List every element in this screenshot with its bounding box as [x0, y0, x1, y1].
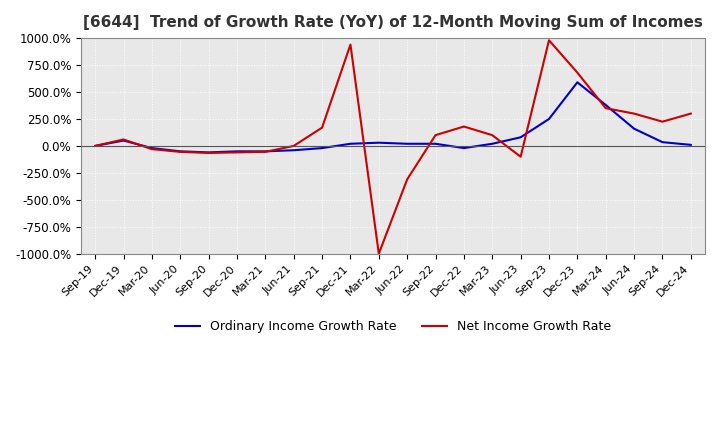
Ordinary Income Growth Rate	[601, 103, 610, 108]
Net Income Growth Rate	[544, 38, 553, 43]
Net Income Growth Rate	[488, 132, 497, 138]
Ordinary Income Growth Rate	[374, 140, 383, 145]
Line: Net Income Growth Rate: Net Income Growth Rate	[95, 40, 690, 254]
Ordinary Income Growth Rate	[91, 143, 99, 149]
Ordinary Income Growth Rate	[431, 141, 440, 147]
Ordinary Income Growth Rate	[318, 146, 326, 151]
Net Income Growth Rate	[346, 42, 355, 47]
Net Income Growth Rate	[601, 106, 610, 111]
Ordinary Income Growth Rate	[204, 150, 213, 155]
Net Income Growth Rate	[176, 149, 184, 154]
Net Income Growth Rate	[573, 70, 582, 75]
Ordinary Income Growth Rate	[120, 138, 128, 143]
Ordinary Income Growth Rate	[488, 141, 497, 147]
Net Income Growth Rate	[658, 119, 667, 125]
Ordinary Income Growth Rate	[630, 126, 639, 131]
Ordinary Income Growth Rate	[289, 147, 298, 153]
Ordinary Income Growth Rate	[573, 80, 582, 85]
Ordinary Income Growth Rate	[403, 141, 412, 147]
Net Income Growth Rate	[148, 147, 156, 152]
Net Income Growth Rate	[289, 143, 298, 149]
Net Income Growth Rate	[516, 154, 525, 159]
Ordinary Income Growth Rate	[686, 142, 695, 147]
Net Income Growth Rate	[318, 125, 326, 130]
Net Income Growth Rate	[261, 149, 270, 154]
Net Income Growth Rate	[403, 177, 412, 182]
Net Income Growth Rate	[459, 124, 468, 129]
Ordinary Income Growth Rate	[516, 135, 525, 140]
Ordinary Income Growth Rate	[346, 141, 355, 147]
Ordinary Income Growth Rate	[233, 149, 241, 154]
Legend: Ordinary Income Growth Rate, Net Income Growth Rate: Ordinary Income Growth Rate, Net Income …	[170, 315, 616, 338]
Net Income Growth Rate	[204, 150, 213, 156]
Ordinary Income Growth Rate	[148, 146, 156, 151]
Title: [6644]  Trend of Growth Rate (YoY) of 12-Month Moving Sum of Incomes: [6644] Trend of Growth Rate (YoY) of 12-…	[83, 15, 703, 30]
Line: Ordinary Income Growth Rate: Ordinary Income Growth Rate	[95, 82, 690, 152]
Ordinary Income Growth Rate	[176, 149, 184, 154]
Ordinary Income Growth Rate	[658, 139, 667, 145]
Net Income Growth Rate	[431, 132, 440, 138]
Ordinary Income Growth Rate	[459, 146, 468, 151]
Ordinary Income Growth Rate	[544, 116, 553, 121]
Net Income Growth Rate	[91, 143, 99, 149]
Net Income Growth Rate	[120, 137, 128, 142]
Net Income Growth Rate	[374, 251, 383, 257]
Ordinary Income Growth Rate	[261, 149, 270, 154]
Net Income Growth Rate	[630, 111, 639, 116]
Net Income Growth Rate	[686, 111, 695, 116]
Net Income Growth Rate	[233, 150, 241, 155]
